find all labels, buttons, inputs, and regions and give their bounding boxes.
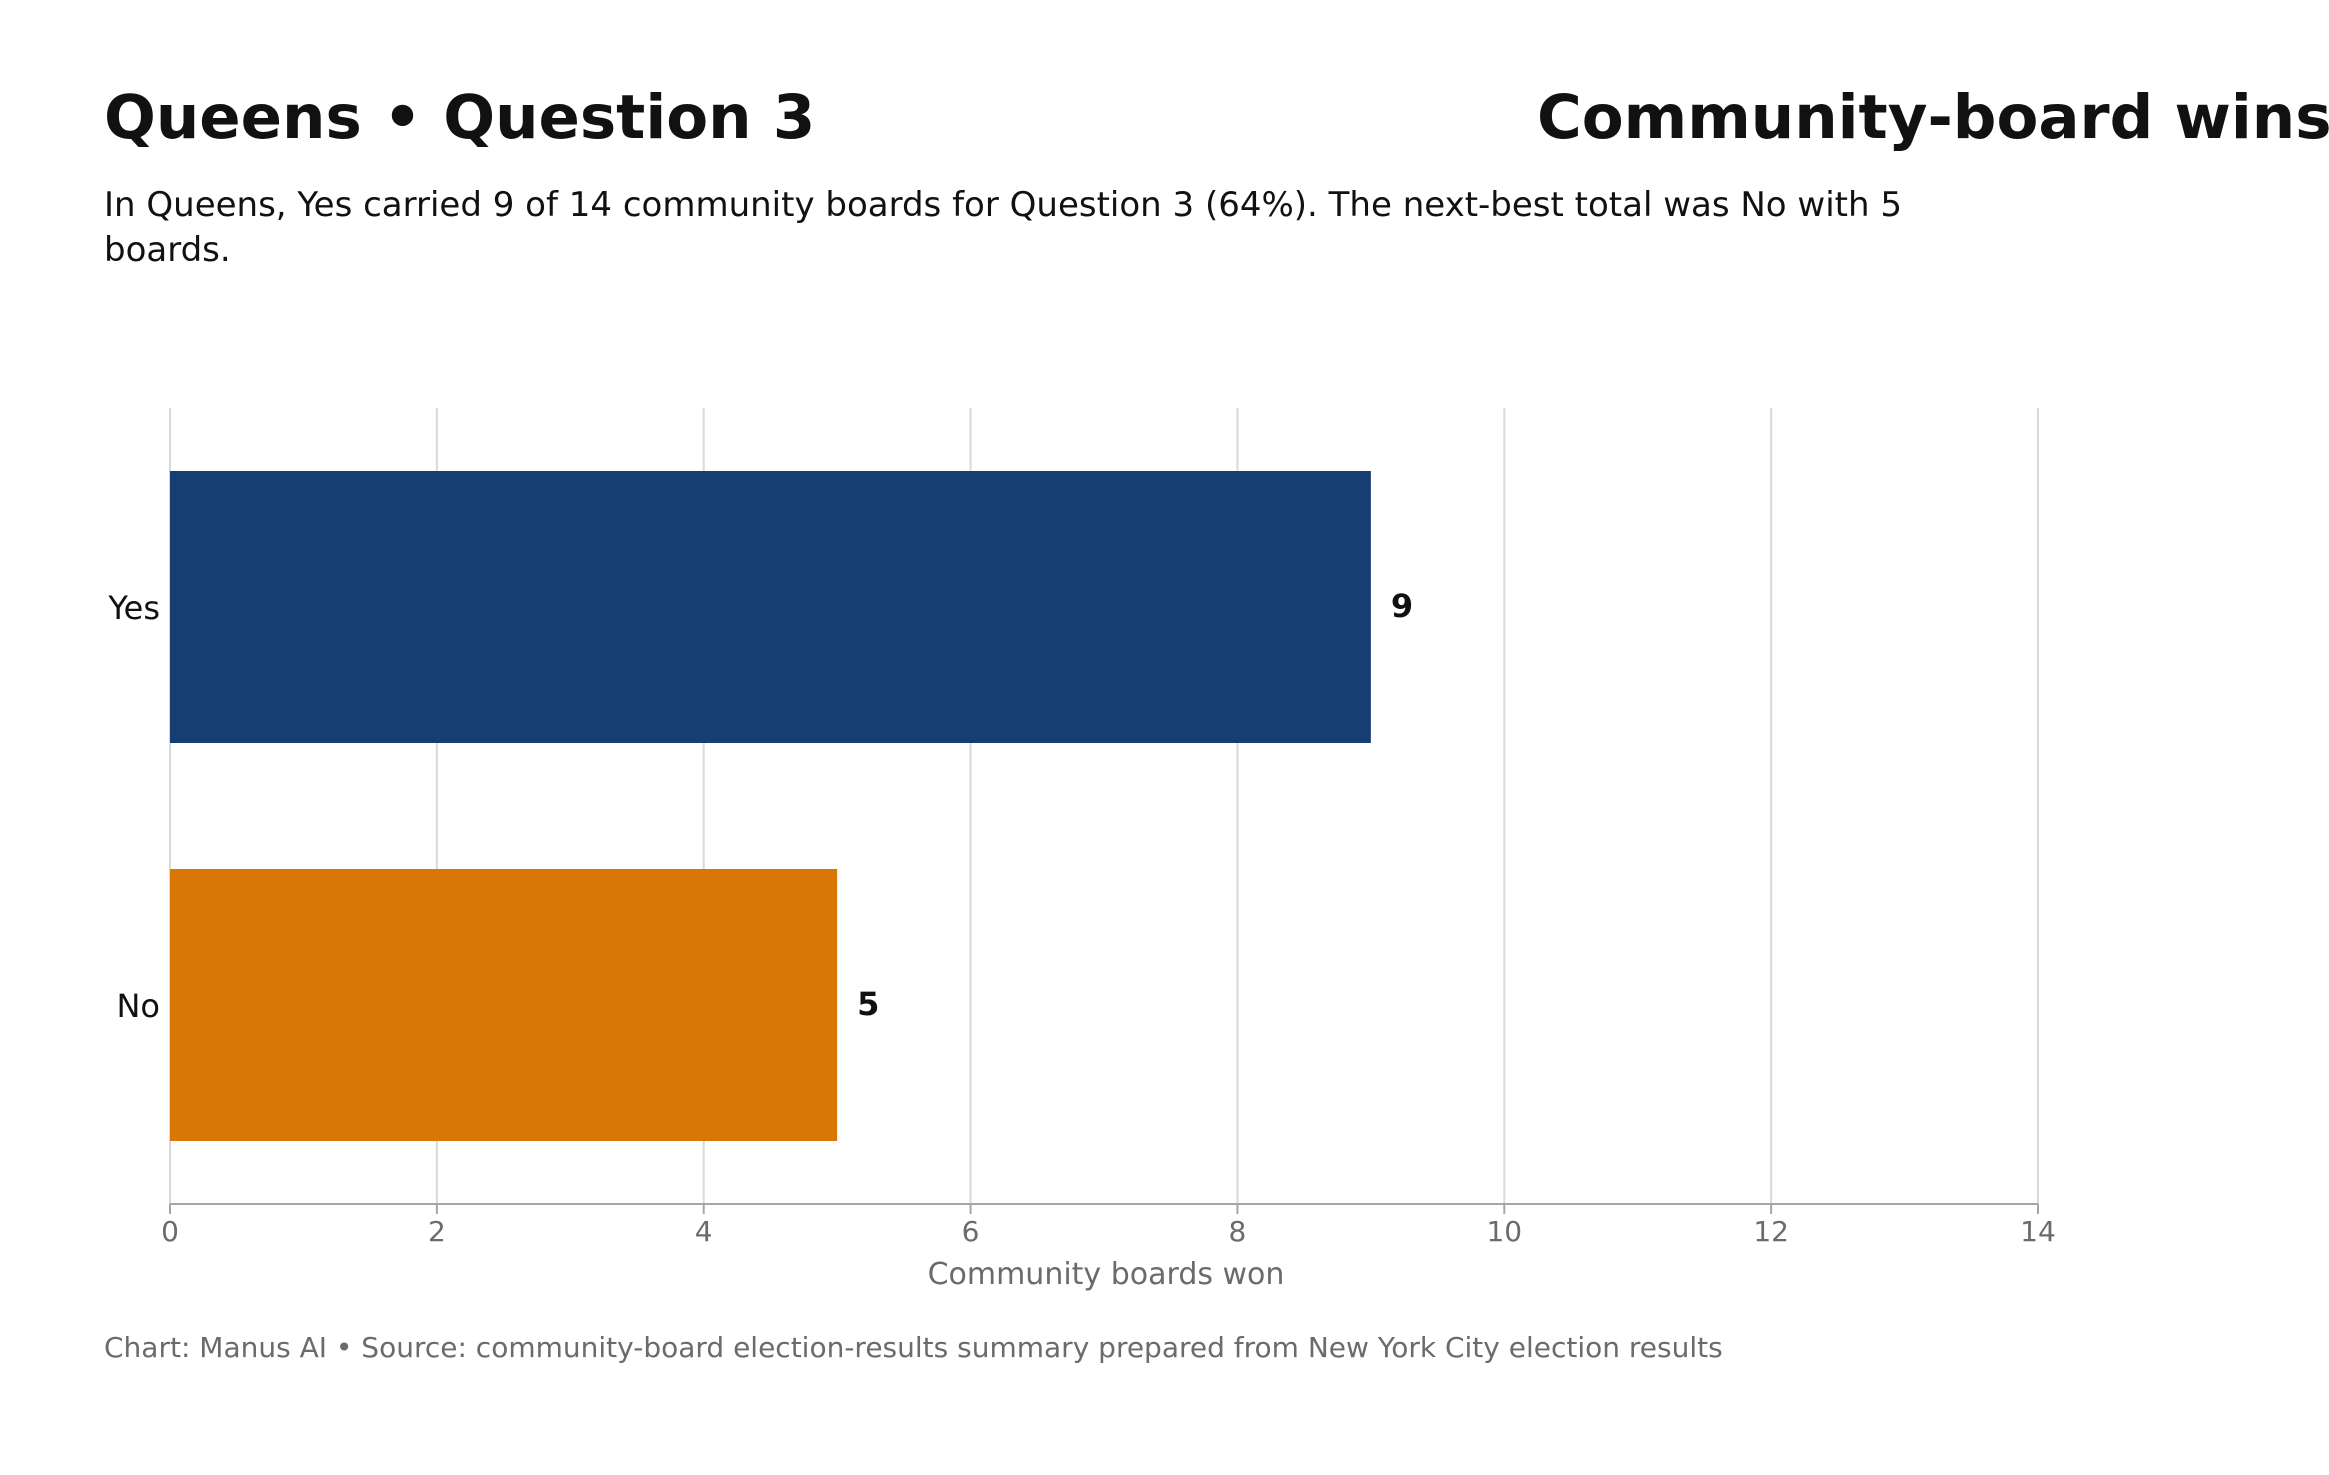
value-label: 5 (857, 985, 879, 1023)
x-tick-label: 8 (1229, 1215, 1247, 1248)
bar-yes (170, 471, 1371, 743)
labels: Yes 9 No 5 (107, 587, 1413, 1025)
x-tick-label: 12 (1753, 1215, 1789, 1248)
bars (170, 471, 1371, 1141)
category-label: No (116, 987, 160, 1025)
x-tick-label: 6 (962, 1215, 980, 1248)
category-label: Yes (107, 589, 160, 627)
chart-subtitle: In Queens, Yes carried 9 of 14 community… (104, 185, 1902, 270)
x-axis: 0 2 4 6 8 10 12 14 (161, 1203, 2056, 1248)
x-tick-label: 0 (161, 1215, 179, 1248)
chart-source-note: Chart: Manus AI • Source: community-boar… (104, 1331, 1723, 1364)
value-label: 9 (1391, 587, 1413, 625)
x-tick-label: 2 (428, 1215, 446, 1248)
x-axis-title: Community boards won (928, 1257, 1285, 1292)
x-tick-label: 4 (695, 1215, 713, 1248)
chart-title-right: Community-board wins (1537, 82, 2329, 153)
x-tick-label: 14 (2020, 1215, 2056, 1248)
chart-title: Queens • Question 3 (104, 82, 816, 153)
x-tick-label: 10 (1486, 1215, 1522, 1248)
bar-no (170, 869, 838, 1141)
